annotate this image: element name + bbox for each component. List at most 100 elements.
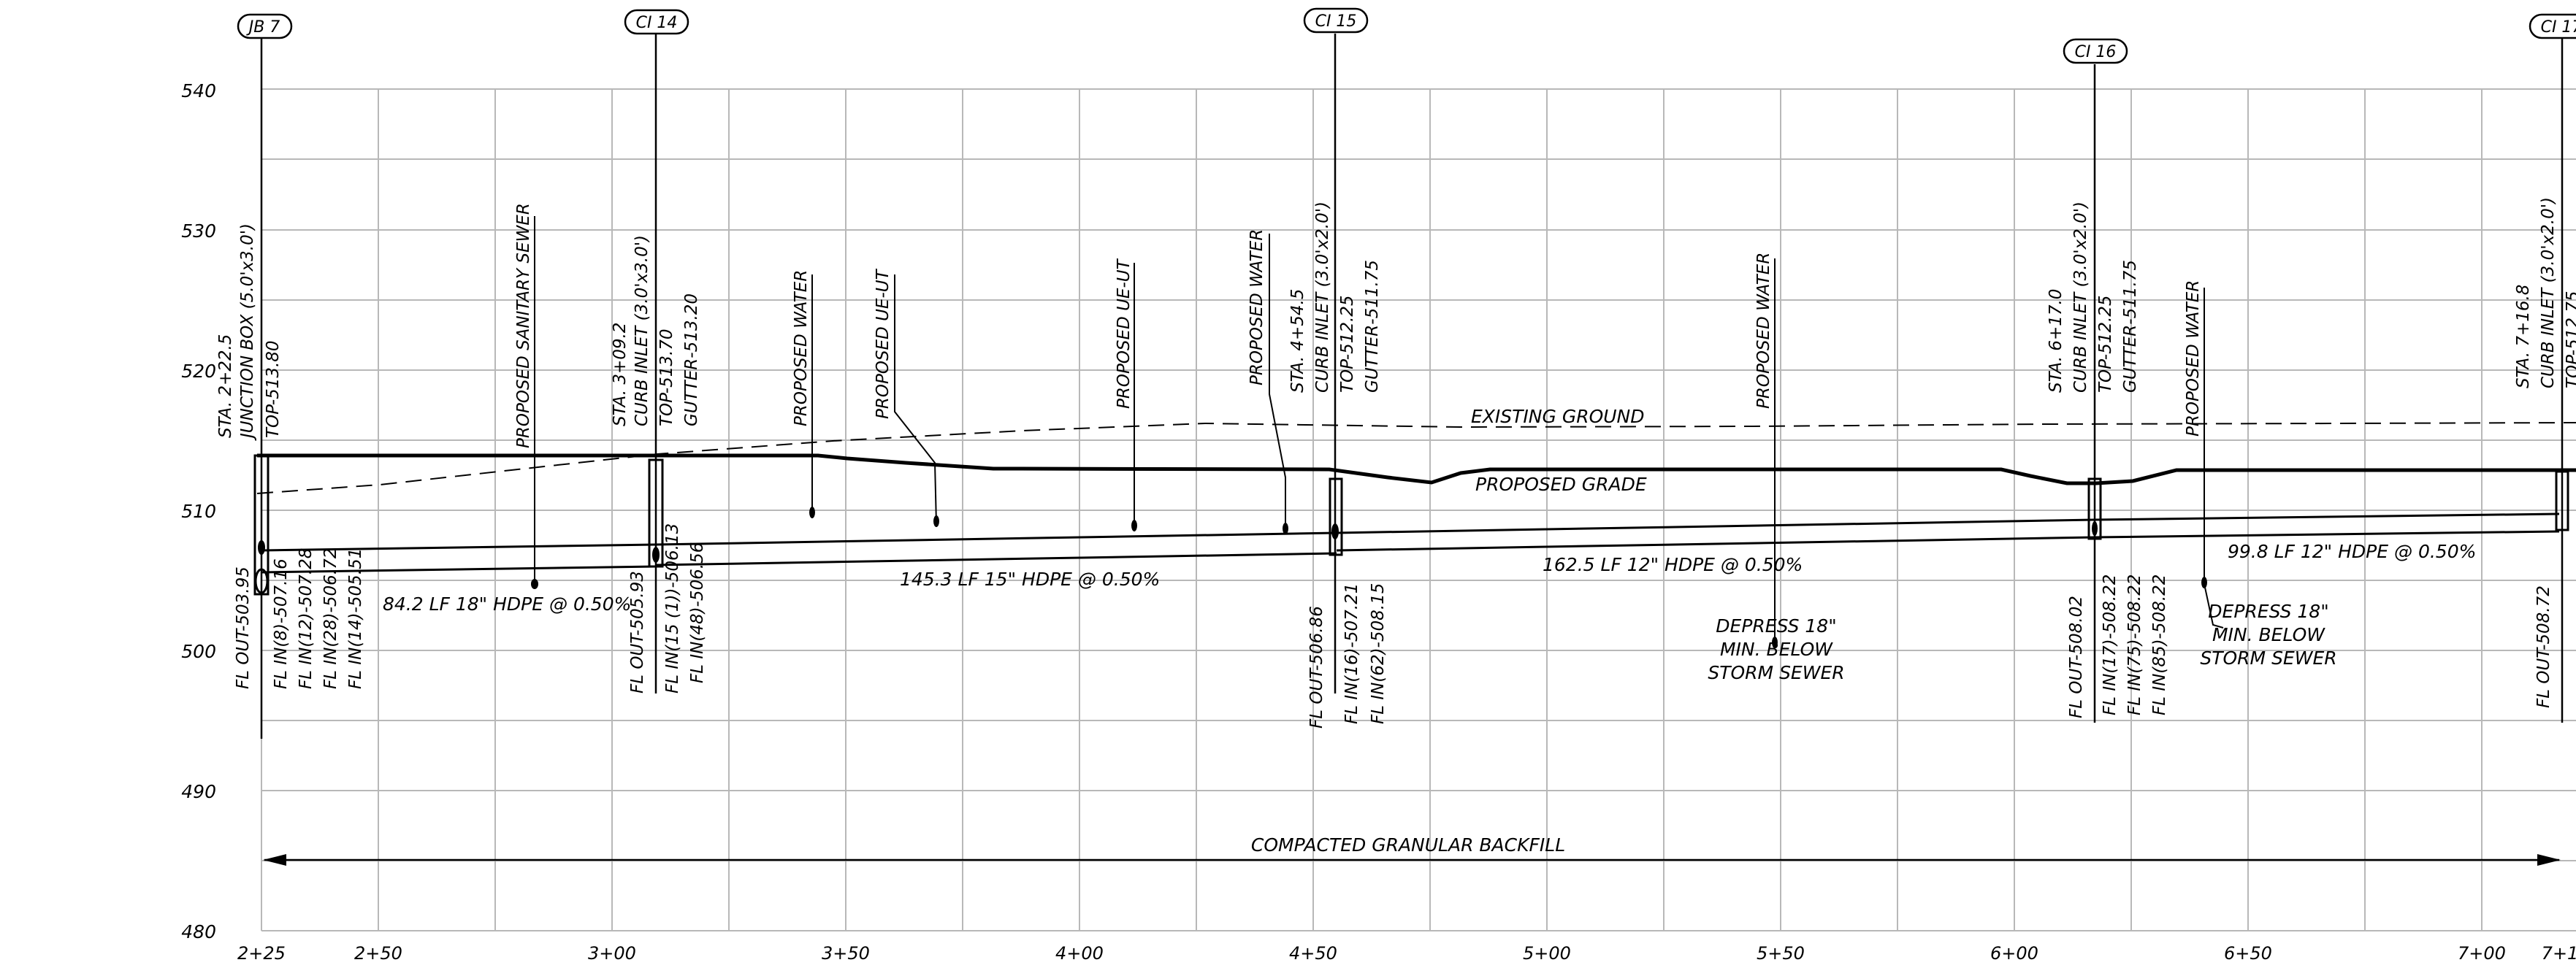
structure-ci17: CI 17: [2529, 13, 2576, 723]
elev-label-510: 510: [181, 501, 216, 522]
jb7-tag-box: [237, 13, 293, 39]
ci17-type: CURB INLET (3.0'x2.0'): [2539, 197, 2558, 388]
ci17-flowlines: FL OUT-508.72: [2534, 585, 2553, 708]
station-label-3-00: 3+00: [588, 943, 636, 964]
ci16-fl-in-17: FL IN(17)-508.22: [2101, 575, 2120, 715]
station-label-4-50: 4+50: [1289, 943, 1337, 964]
existing-ground-line: [256, 422, 2576, 494]
station-label-2-50: 2+50: [354, 943, 402, 964]
water-4-label: PROPOSED WATER: [2184, 280, 2203, 437]
jb7-fl-in-8: FL IN(8)-507.16: [272, 558, 291, 689]
ci16-tag: CI 16: [2075, 43, 2117, 61]
jb7-type: JUNCTION BOX (5.0'x3.0'): [238, 223, 257, 441]
water-1-label: PROPOSED WATER: [792, 270, 811, 426]
ci15-fl-out: FL OUT-506.86: [1307, 606, 1326, 729]
structure-ci14: CI 14: [624, 9, 689, 693]
jb7-top: TOP-513.80: [264, 340, 283, 438]
ci16-info: STA. 6+17.0 CURB INLET (3.0'x2.0') TOP-5…: [2046, 201, 2140, 393]
jb7-fl-in-28: FL IN(28)-506.72: [321, 548, 340, 689]
crossing-water-4: PROPOSED WATER: [2184, 280, 2224, 629]
crossing-water-3: PROPOSED WATER: [1754, 253, 1778, 648]
jb7-station: STA. 2+22.5: [216, 334, 235, 438]
ci15-tag-box: [1303, 7, 1369, 34]
pipe-3-bottom: [1336, 536, 2095, 552]
ci14-fl-out: FL OUT-505.93: [628, 571, 647, 693]
jb7-info: STA. 2+22.5 JUNCTION BOX (5.0'x3.0') TOP…: [216, 223, 283, 441]
ci17-info: STA. 7+16.8 CURB INLET (3.0'x2.0') TOP-5…: [2514, 197, 2576, 388]
station-label-4-00: 4+00: [1055, 943, 1104, 964]
proposed-grade-label: PROPOSED GRADE: [1475, 474, 1647, 495]
depress-note-2-line-3: STORM SEWER: [2200, 648, 2336, 669]
pipe-4-bottom: [2094, 530, 2560, 539]
jb7-fl-in-14: FL IN(14)-505.51: [346, 548, 365, 689]
crossing-sanitary-sewer: PROPOSED SANITARY SEWER: [514, 203, 538, 589]
depress-note-1-line-2: MIN. BELOW: [1720, 639, 1833, 660]
ci14-tag: CI 14: [636, 14, 678, 32]
crossing-ue-ut-1: PROPOSED UE-UT: [874, 268, 939, 527]
ci16-station: STA. 6+17.0: [2046, 289, 2065, 393]
ci15-fl-in-16: FL IN(16)-507.21: [1342, 583, 1361, 724]
elevation-labels: 540 530 520 510 500 490 480: [181, 80, 216, 942]
pipe-2-top: [655, 531, 1337, 546]
pipe-4-top: [2094, 512, 2560, 521]
ci14-info: STA. 3+09.2 CURB INLET (3.0'x3.0') TOP-5…: [611, 235, 701, 426]
ci15-type: CURB INLET (3.0'x2.0'): [1313, 201, 1332, 393]
ci15-gutter: GUTTER-511.75: [1363, 260, 1382, 393]
water-3-label: PROPOSED WATER: [1754, 253, 1773, 409]
ci17-station: STA. 7+16.8: [2514, 285, 2533, 388]
ci14-type: CURB INLET (3.0'x3.0'): [632, 235, 651, 426]
ci14-fl-in-48: FL IN(48)-506.56: [688, 542, 707, 683]
ci15-info: STA. 4+54.5 CURB INLET (3.0'x2.0') TOP-5…: [1288, 201, 1382, 393]
pipe-3-top: [1336, 518, 2095, 534]
station-labels: 2+25 2+50 3+00 3+50 4+00 4+50 5+00 5+50 …: [237, 943, 2576, 964]
elev-label-480: 480: [181, 921, 216, 942]
ci15-flowlines: FL OUT-506.86 FL IN(16)-507.21 FL IN(62)…: [1307, 583, 1388, 729]
pipe-1-bottom: [261, 565, 657, 574]
backfill-label: COMPACTED GRANULAR BACKFILL: [1251, 834, 1565, 856]
ci16-tag-box: [2063, 38, 2128, 64]
grid: [261, 88, 2576, 931]
pipe-1-top: [261, 543, 657, 552]
ci15-tag: CI 15: [1315, 12, 1357, 31]
grid-horizontal: [261, 88, 2576, 931]
ci16-gutter: GUTTER-511.75: [2121, 260, 2140, 393]
water-2-label: PROPOSED WATER: [1247, 229, 1266, 385]
pipe-1-label: 84.2 LF 18" HDPE @ 0.50%: [383, 593, 631, 615]
elev-label-490: 490: [181, 781, 216, 802]
ci15-fl-in-62: FL IN(62)-508.15: [1369, 583, 1388, 724]
ci17-tag-box: [2529, 13, 2576, 39]
ci16-type: CURB INLET (3.0'x2.0'): [2071, 201, 2090, 393]
elev-label-540: 540: [181, 80, 216, 101]
ci14-flowlines: FL OUT-505.93 FL IN(15 (1))-506.13 FL IN…: [628, 523, 707, 693]
elev-label-520: 520: [181, 361, 216, 382]
ci16-fl-in-75: FL IN(75)-508.22: [2125, 575, 2144, 715]
backfill-dimension: COMPACTED GRANULAR BACKFILL: [263, 834, 2561, 866]
ci14-station: STA. 3+09.2: [611, 323, 630, 426]
jb7-fl-out: FL OUT-503.95: [234, 566, 253, 689]
pipe-2-label: 145.3 LF 15" HDPE @ 0.50%: [900, 569, 1160, 590]
ci16-fl-in-85: FL IN(85)-508.22: [2150, 575, 2169, 715]
crossing-ue-ut-2: PROPOSED UE-UT: [1115, 258, 1137, 531]
existing-ground-label: EXISTING GROUND: [1471, 406, 1645, 427]
station-label-6-00: 6+00: [1990, 943, 2038, 964]
ci17-tag: CI 17: [2541, 18, 2576, 36]
ci14-fl-in-15: FL IN(15 (1))-506.13: [663, 523, 682, 693]
ue-ut-1-label: PROPOSED UE-UT: [874, 268, 893, 419]
depress-note-1: DEPRESS 18" MIN. BELOW STORM SEWER: [1708, 615, 1844, 683]
structure-jb7: JB 7: [237, 13, 293, 739]
jb7-fl-in-12: FL IN(12)-507.28: [297, 548, 316, 689]
ci15-top: TOP-512.25: [1338, 295, 1357, 393]
depress-note-2-line-2: MIN. BELOW: [2212, 624, 2325, 645]
station-label-5-50: 5+50: [1757, 943, 1805, 964]
structure-ci15: CI 15: [1303, 7, 1369, 693]
elev-label-530: 530: [181, 220, 216, 242]
ue-ut-2-label: PROPOSED UE-UT: [1115, 258, 1134, 409]
ci16-flowlines: FL OUT-508.02 FL IN(17)-508.22 FL IN(75)…: [2067, 575, 2169, 718]
pipe-labels: 84.2 LF 18" HDPE @ 0.50% 145.3 LF 15" HD…: [383, 541, 2476, 615]
depress-note-2: DEPRESS 18" MIN. BELOW STORM SEWER: [2200, 601, 2336, 669]
proposed-grade-line: [257, 453, 2576, 485]
ci16-top: TOP-512.25: [2096, 295, 2115, 393]
ci14-top: TOP-513.70: [657, 328, 676, 426]
elev-label-500: 500: [181, 641, 216, 662]
